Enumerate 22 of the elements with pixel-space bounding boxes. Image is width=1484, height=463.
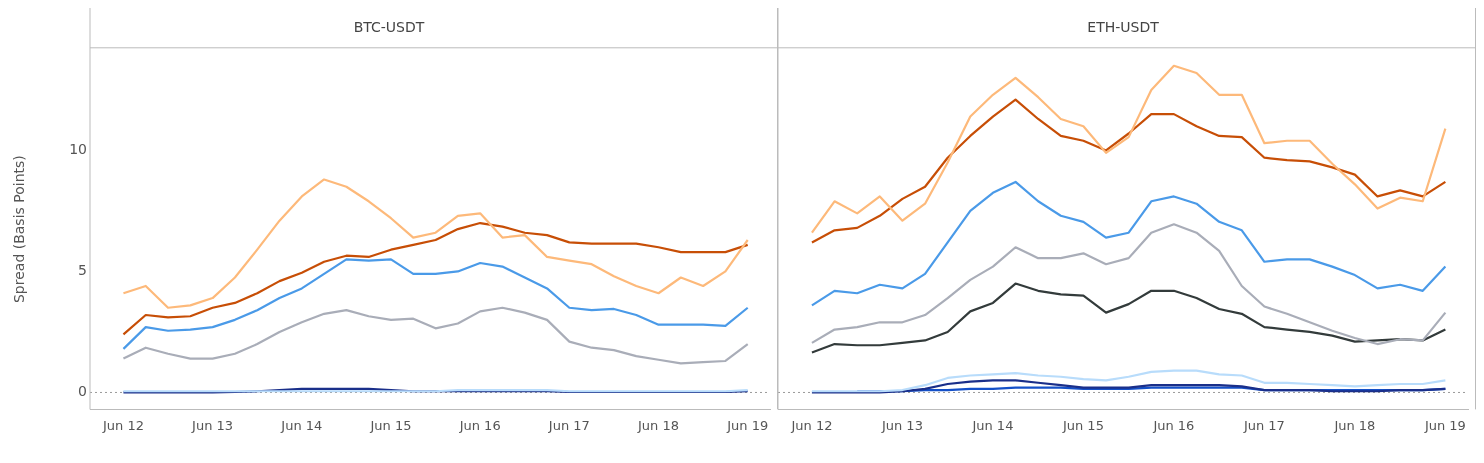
chart-title: BTC-USDT bbox=[353, 19, 425, 36]
x-tick-label: Jun 19 bbox=[1423, 417, 1466, 433]
x-tick-label: Jun 14 bbox=[971, 417, 1014, 433]
chart-title: ETH-USDT bbox=[1087, 19, 1160, 36]
x-tick-label: Jun 13 bbox=[880, 417, 923, 433]
x-tick-label: Jun 12 bbox=[790, 417, 833, 433]
x-tick-label: Jun 16 bbox=[1152, 417, 1195, 433]
x-tick-label: Jun 18 bbox=[1333, 417, 1376, 433]
x-tick-label: Jun 12 bbox=[101, 417, 144, 433]
x-tick-label: Jun 15 bbox=[369, 417, 412, 433]
y-tick-label: 10 bbox=[69, 141, 87, 158]
y-tick-label: 0 bbox=[78, 383, 87, 400]
x-tick-label: Jun 15 bbox=[1061, 417, 1104, 433]
y-axis-title: Spread (Basis Points) bbox=[11, 155, 28, 304]
x-tick-label: Jun 16 bbox=[458, 417, 501, 433]
y-tick-label: 5 bbox=[78, 262, 87, 279]
x-tick-label: Jun 13 bbox=[191, 417, 234, 433]
x-tick-label: Jun 17 bbox=[1242, 417, 1285, 433]
x-tick-label: Jun 17 bbox=[547, 417, 590, 433]
x-tick-label: Jun 14 bbox=[280, 417, 323, 433]
x-tick-label: Jun 19 bbox=[726, 417, 769, 433]
x-tick-label: Jun 18 bbox=[637, 417, 680, 433]
